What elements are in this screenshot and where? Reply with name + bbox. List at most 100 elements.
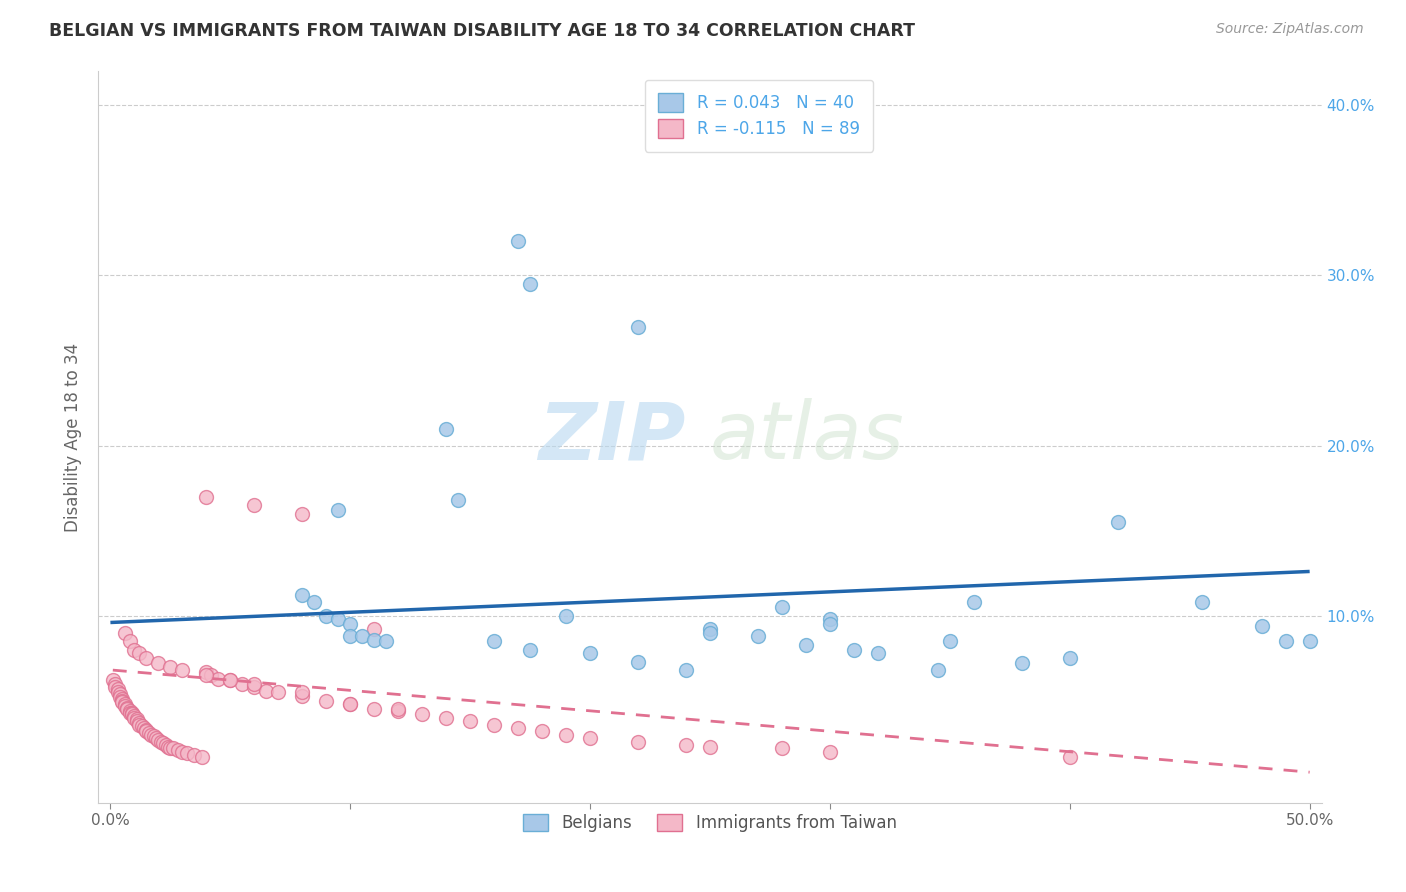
Point [1191, 595, 1213, 609]
Point [699, 622, 721, 636]
Point [482, 634, 505, 648]
Point [747, 629, 769, 643]
Point [172, 745, 194, 759]
Point [114, 697, 136, 711]
Point [291, 685, 314, 699]
Point [579, 731, 602, 746]
Point [387, 704, 409, 718]
Y-axis label: Disability Age 18 to 34: Disability Age 18 to 34 [65, 343, 83, 532]
Point [1107, 515, 1129, 529]
Point [118, 706, 141, 720]
Point [111, 694, 134, 708]
Point [339, 617, 361, 632]
Point [1250, 619, 1272, 633]
Point [447, 493, 470, 508]
Point [219, 673, 242, 688]
Point [434, 421, 457, 435]
Point [104, 677, 127, 691]
Point [141, 728, 163, 742]
Point [128, 715, 150, 730]
Legend: Belgians, Immigrants from Taiwan: Belgians, Immigrants from Taiwan [516, 807, 904, 838]
Point [339, 697, 361, 711]
Point [1059, 750, 1081, 764]
Point [627, 319, 650, 334]
Point [375, 634, 398, 648]
Point [363, 702, 385, 716]
Point [434, 711, 457, 725]
Point [675, 738, 697, 752]
Point [519, 642, 541, 657]
Point [818, 745, 841, 759]
Point [254, 683, 277, 698]
Point [231, 677, 253, 691]
Point [145, 731, 167, 746]
Point [304, 595, 326, 609]
Point [125, 713, 148, 727]
Point [818, 617, 841, 632]
Point [328, 503, 350, 517]
Point [124, 709, 146, 723]
Point [699, 625, 721, 640]
Text: Source: ZipAtlas.com: Source: ZipAtlas.com [1216, 22, 1364, 37]
Point [1011, 657, 1033, 671]
Point [107, 681, 129, 696]
Point [939, 634, 962, 648]
Point [508, 235, 530, 249]
Point [118, 704, 141, 718]
Point [138, 726, 160, 740]
Point [363, 632, 385, 647]
Point [555, 728, 578, 742]
Point [243, 677, 266, 691]
Point [101, 673, 124, 688]
Point [927, 663, 949, 677]
Point [627, 734, 650, 748]
Point [104, 680, 127, 694]
Point [131, 719, 153, 733]
Point [114, 698, 136, 713]
Point [387, 702, 409, 716]
Text: atlas: atlas [710, 398, 905, 476]
Point [200, 668, 222, 682]
Point [699, 739, 721, 754]
Point [531, 724, 554, 739]
Point [963, 595, 986, 609]
Point [267, 685, 290, 699]
Point [195, 490, 218, 504]
Point [675, 663, 697, 677]
Point [107, 685, 129, 699]
Point [156, 739, 179, 754]
Point [125, 714, 148, 728]
Point [579, 646, 602, 660]
Point [195, 665, 218, 679]
Point [115, 700, 138, 714]
Point [121, 707, 143, 722]
Text: BELGIAN VS IMMIGRANTS FROM TAIWAN DISABILITY AGE 18 TO 34 CORRELATION CHART: BELGIAN VS IMMIGRANTS FROM TAIWAN DISABI… [49, 22, 915, 40]
Point [172, 663, 194, 677]
Point [195, 668, 218, 682]
Point [128, 717, 150, 731]
Point [183, 748, 205, 763]
Point [166, 743, 188, 757]
Point [148, 732, 170, 747]
Point [142, 730, 165, 744]
Point [411, 707, 433, 722]
Text: ZIP: ZIP [538, 398, 686, 476]
Point [124, 642, 146, 657]
Point [508, 721, 530, 735]
Point [818, 612, 841, 626]
Point [118, 634, 141, 648]
Point [135, 651, 157, 665]
Point [315, 694, 337, 708]
Point [152, 736, 174, 750]
Point [108, 690, 131, 705]
Point [291, 588, 314, 602]
Point [190, 750, 212, 764]
Point [458, 714, 481, 728]
Point [770, 600, 793, 615]
Point [114, 625, 136, 640]
Point [842, 642, 865, 657]
Point [159, 659, 181, 673]
Point [243, 680, 266, 694]
Point [149, 734, 172, 748]
Point [121, 706, 143, 720]
